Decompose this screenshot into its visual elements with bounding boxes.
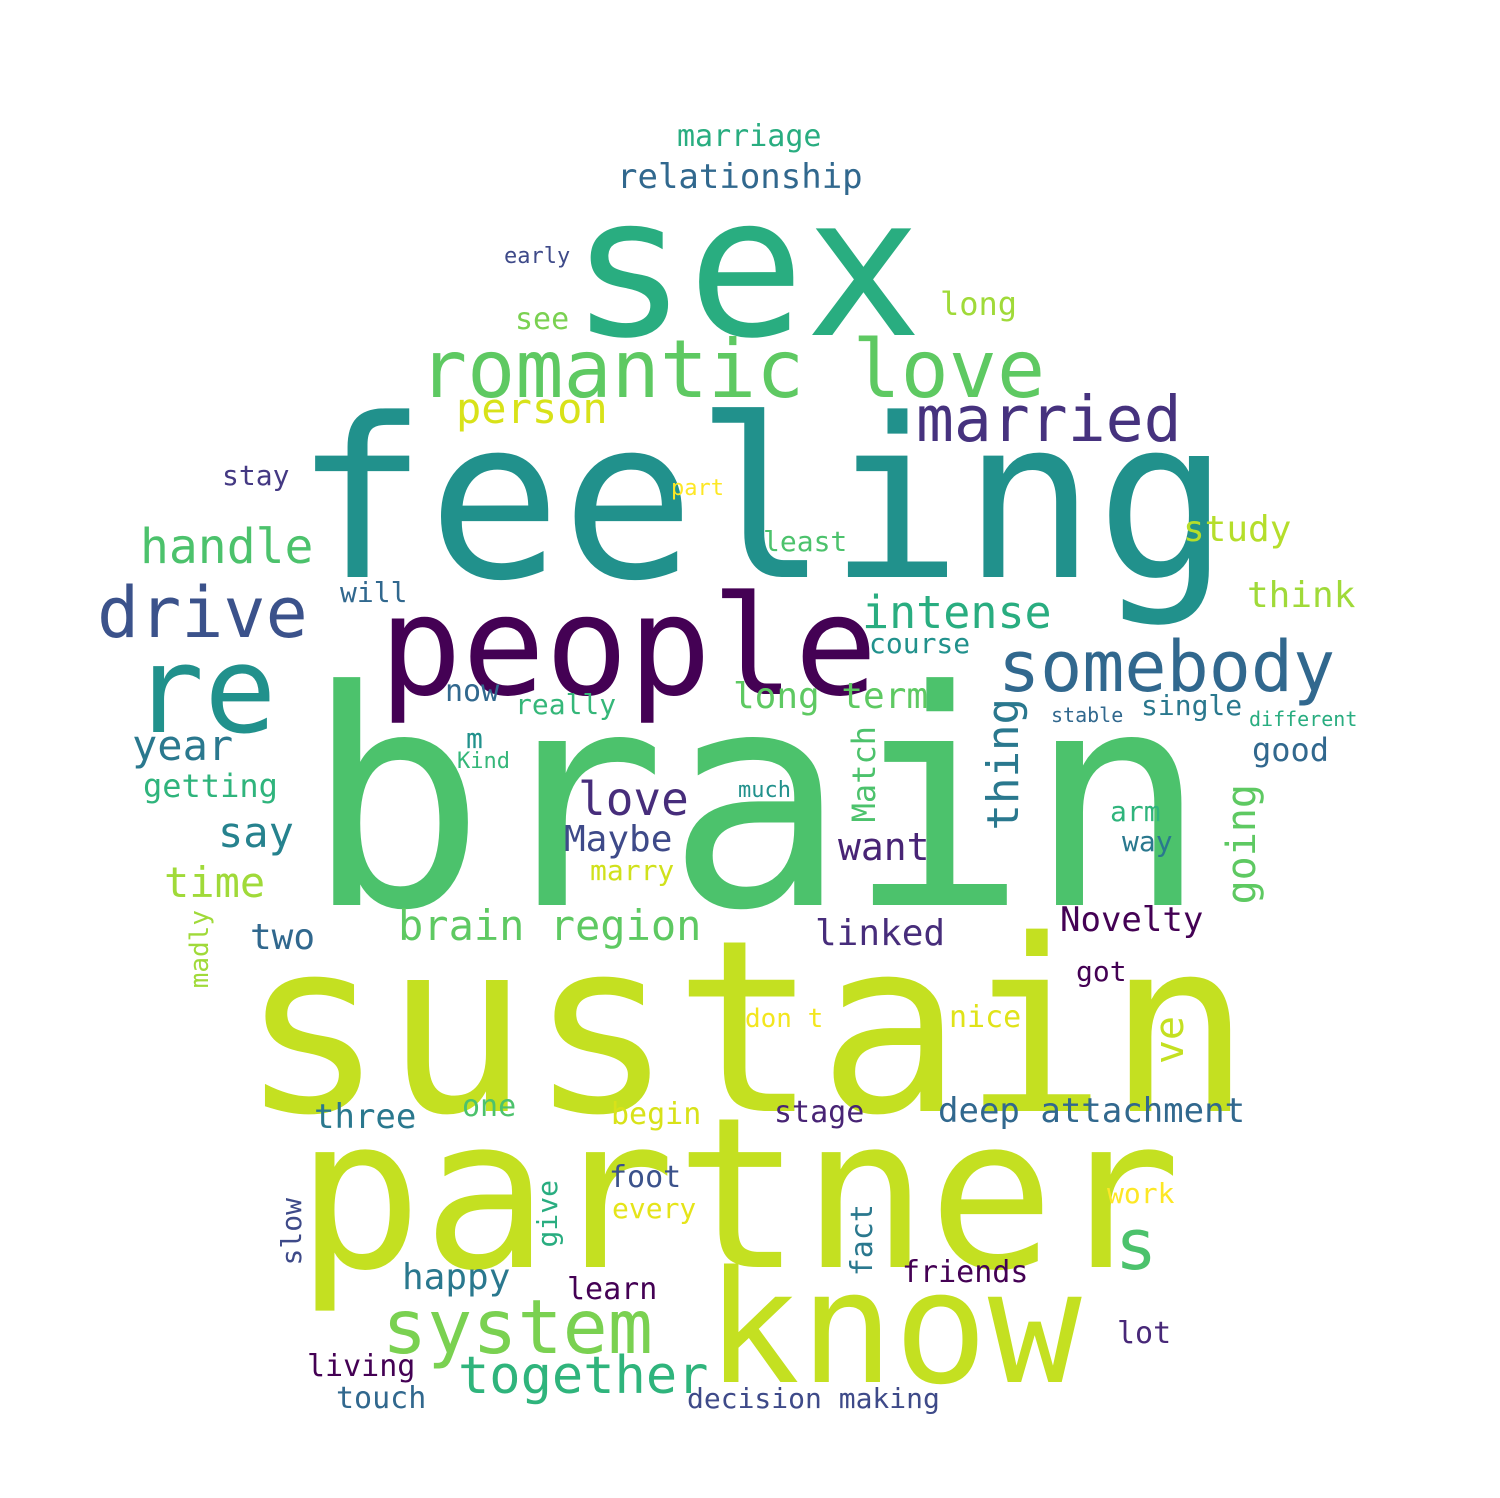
- word-match: Match: [845, 726, 883, 823]
- word-arm: arm: [1110, 795, 1161, 828]
- word-together: together: [458, 1346, 709, 1406]
- word-stable: stable: [1051, 703, 1124, 727]
- word-marry: marry: [590, 854, 675, 887]
- word-handle: handle: [140, 519, 314, 575]
- word-way: way: [1122, 825, 1173, 858]
- word-now: now: [445, 674, 500, 709]
- word-novelty: Novelty: [1060, 900, 1204, 940]
- word-partner: partner: [296, 1072, 1182, 1317]
- word-say: say: [218, 808, 294, 857]
- word-know: know: [706, 1237, 1082, 1419]
- word-begin: begin: [611, 1097, 702, 1132]
- word-getting: getting: [143, 767, 278, 805]
- word-three: three: [314, 1097, 417, 1137]
- word-part: part: [671, 476, 724, 501]
- word-system: system: [382, 1283, 653, 1371]
- word-people: people: [379, 566, 878, 727]
- word-long-term: long term: [733, 676, 929, 717]
- word-happy: happy: [402, 1257, 511, 1298]
- word-course: course: [869, 627, 971, 660]
- word-think: think: [1247, 575, 1356, 616]
- word-living: living: [307, 1349, 416, 1384]
- word-person: person: [456, 384, 608, 433]
- word-want: want: [838, 825, 930, 869]
- word-time: time: [164, 858, 266, 907]
- word-brain-region: brain region: [398, 901, 702, 950]
- word-much: much: [738, 778, 791, 803]
- word-decision-making: decision making: [687, 1382, 940, 1415]
- word-slow: slow: [275, 1198, 308, 1266]
- word-got: got: [1076, 955, 1127, 988]
- word-m: m: [466, 722, 483, 755]
- word-stay: stay: [222, 459, 290, 492]
- word-love: love: [578, 772, 689, 826]
- word-relationship: relationship: [617, 157, 863, 197]
- word-will: will: [340, 576, 408, 609]
- word-lot: lot: [1117, 1316, 1172, 1351]
- word-every: every: [612, 1192, 697, 1225]
- word-thing: thing: [978, 698, 1029, 831]
- word-good: good: [1252, 731, 1330, 769]
- word-learn: learn: [567, 1272, 658, 1307]
- word-early: early: [504, 244, 571, 269]
- word-touch: touch: [336, 1381, 427, 1416]
- word-somebody: somebody: [998, 626, 1336, 708]
- word-drive: drive: [97, 572, 308, 654]
- word-single: single: [1141, 689, 1243, 722]
- word-stage: stage: [774, 1095, 865, 1130]
- word-kind: Kind: [457, 749, 510, 774]
- word-feeling: feeling: [294, 372, 1230, 630]
- word-linked: linked: [815, 913, 946, 954]
- word-romantic-love: romantic love: [419, 323, 1046, 416]
- word-married: married: [916, 383, 1182, 456]
- word-madly: madly: [185, 910, 215, 989]
- word-give: give: [531, 1180, 564, 1248]
- word-re: re: [132, 622, 277, 761]
- word-two: two: [250, 917, 316, 958]
- word-one: one: [462, 1089, 517, 1124]
- word-s: s: [1115, 1204, 1158, 1286]
- word-foot: foot: [609, 1160, 682, 1195]
- word-work: work: [1107, 1177, 1175, 1210]
- word-friends: friends: [902, 1255, 1029, 1290]
- word-really: really: [515, 688, 617, 721]
- word-intense: intense: [862, 586, 1052, 639]
- word-fact: fact: [845, 1204, 880, 1277]
- word-going: going: [1219, 784, 1265, 905]
- word-study: study: [1183, 509, 1292, 550]
- word-sustain: sustain: [240, 888, 1252, 1168]
- word-don-t: don t: [745, 1004, 824, 1034]
- word-ve: ve: [1147, 1016, 1193, 1065]
- word-nice: nice: [949, 1000, 1022, 1035]
- word-long: long: [940, 285, 1018, 323]
- word-see: see: [515, 302, 570, 337]
- word-deep-attachment: deep attachment: [938, 1091, 1246, 1131]
- word-sex: sex: [570, 154, 923, 381]
- word-different: different: [1249, 707, 1358, 731]
- word-maybe: Maybe: [564, 819, 673, 860]
- word-brain: brain: [305, 627, 1209, 976]
- word-year: year: [132, 721, 234, 770]
- word-least: least: [763, 525, 848, 558]
- word-marriage: marriage: [677, 119, 822, 154]
